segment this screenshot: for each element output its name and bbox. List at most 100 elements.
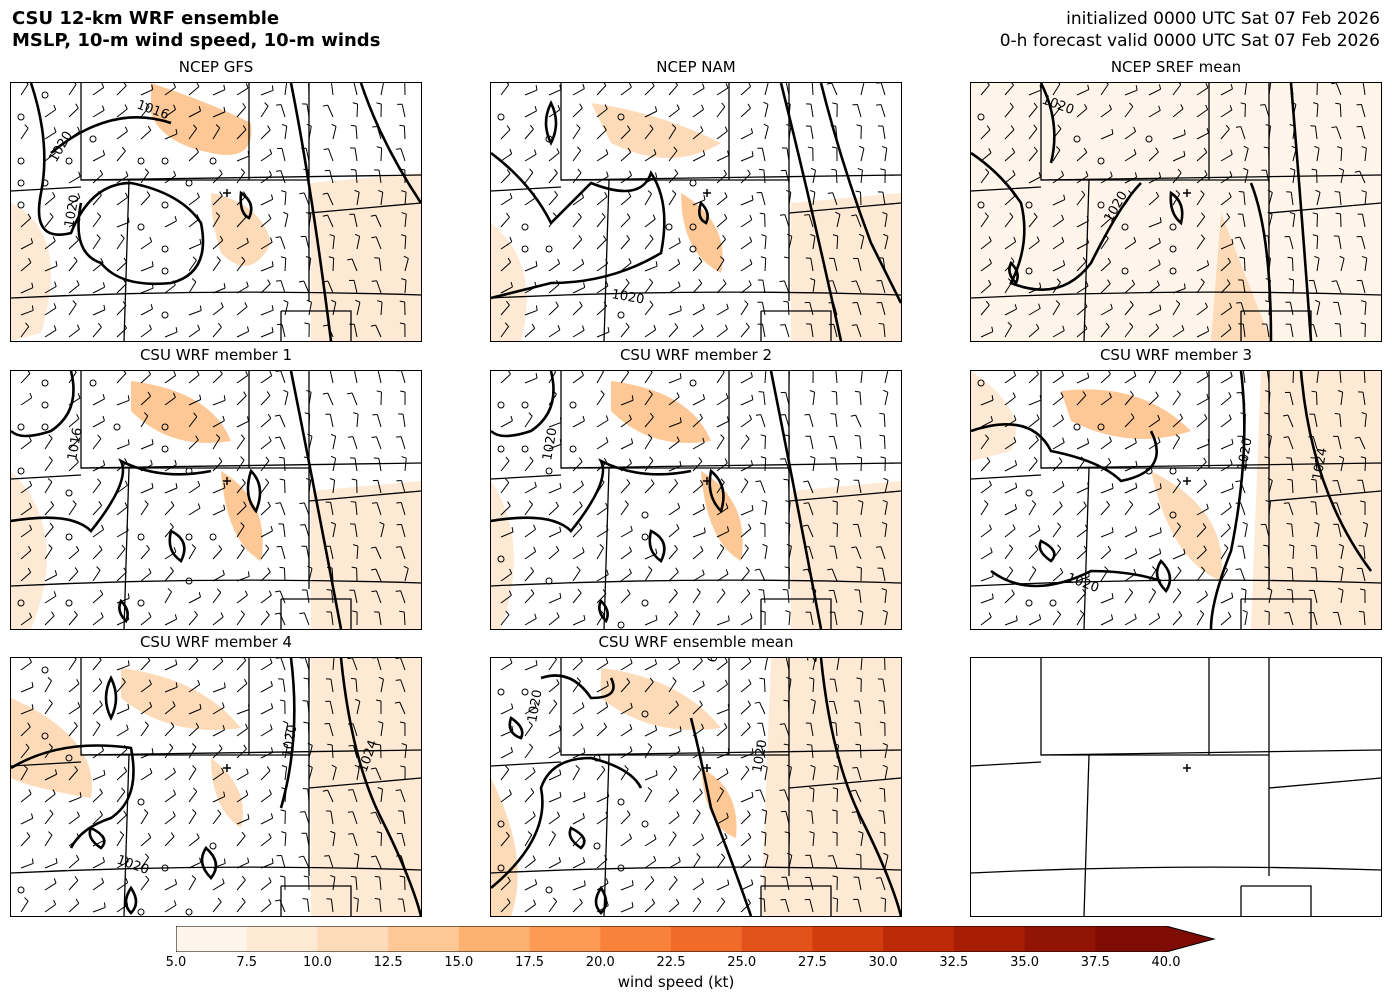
wind-barb [1268,590,1273,604]
wind-barb-flag [102,393,105,400]
wind-barb-flag [679,726,682,732]
wind-barb [92,216,102,228]
wind-barb-flag [175,327,178,333]
wind-barb [740,155,754,162]
colorbar-segment [529,926,601,952]
wind-barb-flag [197,503,201,509]
colorbar-tick: 7.5 [236,955,258,970]
wind-barb [20,616,32,626]
wind-barb-flag [1265,256,1271,259]
wind-barb [284,126,288,140]
wind-barb-flag [1226,213,1231,218]
wind-barb [308,745,313,759]
wind-barb [1172,570,1182,582]
wind-barb-flag [602,589,607,594]
wind-barb [164,175,176,184]
wind-barb [375,236,382,250]
wind-barb-flag [1206,326,1210,332]
wind-barb [351,258,358,272]
wind-barb [401,833,406,847]
wind-barb [644,860,656,869]
wind-barb [836,523,839,538]
wind-barb [1004,106,1014,118]
wind-barb-flag [1336,146,1342,149]
wind-barb [1337,302,1342,316]
wind-barb-flag [988,236,992,242]
wind-barb [378,258,382,272]
wind-barb [1335,83,1342,96]
wind-barb [620,372,630,384]
wind-barb-flag [1242,521,1248,525]
wind-barb-flag [831,390,837,393]
wind-barb [1148,569,1157,582]
wind-barb [188,374,200,384]
wind-barb [855,546,862,560]
wind-barb-flag [1155,191,1160,197]
wind-barb [330,612,334,626]
wind-barb-flag [527,831,533,836]
wind-barb-flag [350,501,356,503]
wind-barb-flag [1314,255,1320,259]
wind-barb [212,260,221,272]
wind-barb-flag [719,787,724,792]
wind-barb [140,287,154,294]
colorbar-tick: 10.0 [302,955,332,970]
wind-barb-flag [509,193,513,199]
wind-barb-flag [1037,525,1041,531]
wind-barb [164,220,177,228]
wind-barb [835,723,838,737]
wind-barb-flag [247,813,250,819]
calm-wind [1097,157,1105,165]
wind-barb [1220,463,1233,472]
wind-barb-flag [223,84,226,90]
wind-barb [1361,568,1366,582]
wind-barb [212,287,226,294]
wind-barb [831,83,838,96]
wind-barb [692,769,702,781]
wind-barb [524,110,537,118]
wind-barb-flag [74,876,79,881]
wind-barb-flag [655,770,658,776]
wind-barb-flag [827,192,833,194]
wind-barb [716,437,725,450]
wind-barb-flag [763,101,769,105]
wind-barb [668,150,678,162]
wind-barb [164,86,176,96]
wind-barb [1338,236,1342,250]
wind-barb [1313,612,1318,626]
wind-barb [280,502,286,516]
wind-barb [1076,220,1089,228]
wind-barb-flag [600,390,605,395]
wind-barb [188,547,197,560]
wind-shading [11,203,51,341]
wind-barb-flag [508,789,512,795]
wind-barb-flag [331,764,337,768]
wind-barb-flag [727,879,730,885]
wind-barb [1076,487,1089,494]
wind-barb-flag [654,659,658,665]
wind-barb-flag [647,434,653,439]
wind-barb [327,192,334,206]
wind-shading [11,471,47,629]
wind-barb-flag [75,235,79,241]
wind-barb-flag [1359,588,1366,591]
wind-barb-flag [1151,566,1157,571]
wind-barb-flag [1229,302,1233,308]
wind-barb-flag [98,658,102,661]
wind-barb [92,438,102,450]
wind-barb-flag [676,811,680,817]
wind-barb-flag [699,413,703,419]
wind-barb [764,236,767,250]
wind-barb [332,458,337,472]
wind-barb [980,528,992,538]
wind-barb-flag [266,391,271,396]
wind-barb-flag [29,524,33,530]
wind-barb-flag [556,279,560,285]
wind-barb [1124,530,1137,538]
wind-barb [548,89,562,96]
wind-barb-flag [988,524,992,530]
wind-barb-flag [124,458,128,463]
wind-barb [883,413,886,428]
wind-barb [212,195,223,206]
wind-barb-flag [279,478,285,481]
